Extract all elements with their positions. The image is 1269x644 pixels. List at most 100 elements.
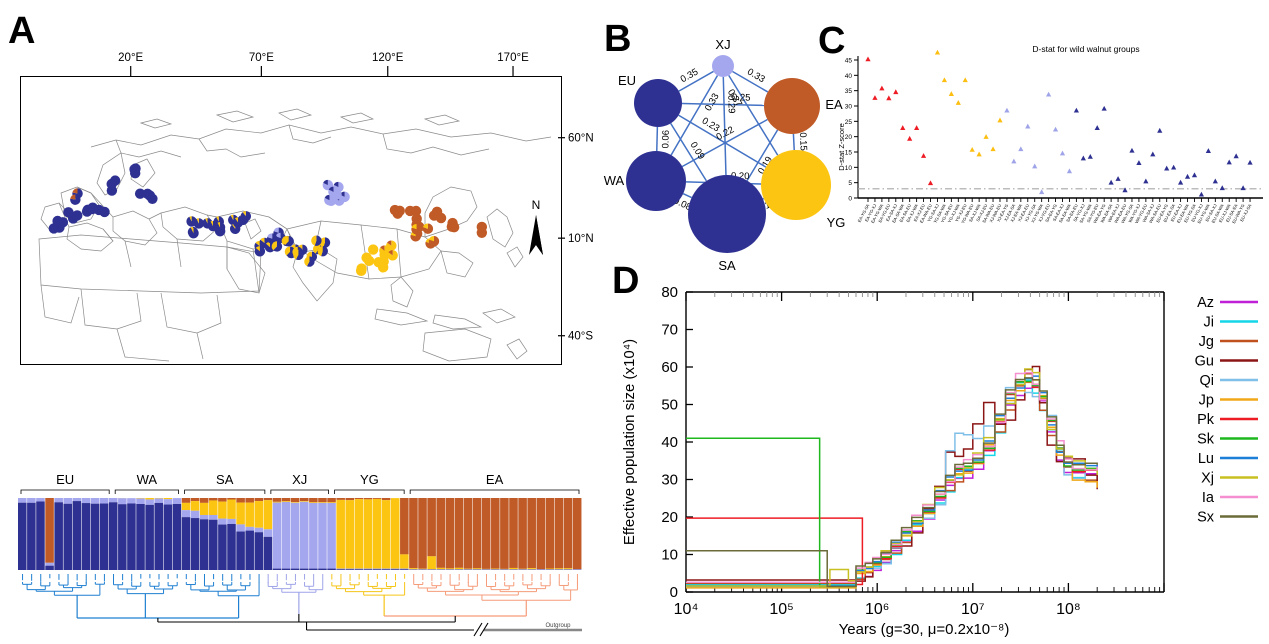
scatter-point — [1226, 159, 1232, 165]
map-canvas — [38, 108, 552, 362]
scatter-point — [1066, 168, 1073, 174]
panel-b: B 0.35 0.33 0.33 0.37 0.29 0.25 0.23 0.09 0.22 0.… — [600, 18, 846, 283]
legend-label-az: Az — [1197, 295, 1214, 311]
legend-label-qi: Qi — [1200, 373, 1215, 389]
y-tick-label: 60 — [661, 359, 678, 376]
panel-b-letter: B — [604, 18, 631, 60]
scatter-point — [955, 100, 961, 105]
x-axis-label: Years (g=30, μ=0.2x10⁻⁸) — [839, 621, 1010, 638]
network-edge — [746, 129, 779, 181]
y-tick-label: 10 — [661, 547, 678, 564]
x-tick-label: 10⁷ — [961, 601, 985, 618]
scatter-point — [900, 125, 906, 130]
map-outlines — [38, 108, 552, 362]
network-edge-label: 0.09 — [688, 140, 707, 162]
scatter-point — [1212, 178, 1218, 184]
scatter-point — [1143, 178, 1149, 184]
y-tick-label: 80 — [661, 284, 678, 301]
map-lat-tick-label: 60°N — [568, 133, 594, 145]
scatter-point — [1039, 189, 1045, 195]
scatter-point — [1198, 191, 1205, 197]
legend-label-jp: Jp — [1199, 393, 1214, 409]
structure-admixture-plot: EU WA SA XJ YG EA Outgroup — [0, 470, 600, 644]
y-tick-label: 15 — [845, 150, 853, 157]
scatter-point — [914, 125, 920, 130]
network-edge — [678, 70, 714, 92]
network-node-ea[interactable] — [764, 78, 820, 134]
scatter-point — [1094, 125, 1100, 130]
network-node-label: SA — [718, 258, 736, 273]
network-edge — [682, 192, 692, 199]
scatter-point — [1233, 153, 1239, 159]
structure-group-label: EU — [56, 472, 74, 487]
legend-label-sk: Sk — [1197, 432, 1215, 448]
network-edge — [678, 114, 767, 168]
scatter-point — [907, 135, 913, 141]
scatter-point — [1101, 105, 1107, 111]
network-edge — [681, 102, 765, 107]
scatter-point — [879, 85, 885, 91]
compass-north-label: N — [532, 198, 541, 212]
scatter-point — [1087, 154, 1093, 159]
compass-rose: N — [529, 198, 543, 255]
scatter-point — [1080, 155, 1086, 161]
network-edge — [670, 122, 708, 182]
scatter-point — [1052, 126, 1059, 132]
y-tick-label: 0 — [848, 196, 852, 203]
network-node-sa[interactable] — [688, 175, 766, 253]
phylogenetic-tree — [22, 574, 582, 637]
network-edge — [732, 70, 769, 93]
scatter-point — [1184, 173, 1191, 179]
panel-d: D 10⁴ 10⁵ 10⁶ 10⁷ 10⁸ 0 10 20 30 40 50 60 70 80 Year… — [608, 262, 1269, 644]
legend-label-ji: Ji — [1204, 315, 1214, 331]
network-node-label: YG — [827, 215, 846, 230]
scatter-point — [1219, 185, 1225, 191]
y-tick-label: 10 — [845, 165, 853, 172]
map-lat-tick-label: 40°S — [568, 331, 593, 343]
scatter-point — [990, 146, 996, 152]
map-lon-tick-label: 20°E — [118, 52, 143, 64]
legend-label-jg: Jg — [1199, 334, 1214, 350]
y-tick-label: 30 — [661, 472, 678, 489]
structure-canvas: EU WA SA XJ YG EA Outgroup — [18, 472, 582, 637]
scatter-point — [941, 77, 948, 83]
y-tick-label: 30 — [845, 104, 853, 111]
y-axis-label: D-stat Z-score — [837, 123, 846, 171]
y-tick-label: 40 — [661, 434, 678, 451]
network-node-yg[interactable] — [761, 150, 831, 220]
x-tick-label: 10⁸ — [1056, 601, 1081, 618]
scatter-point — [927, 180, 934, 186]
y-tick-label: 70 — [661, 322, 678, 339]
map-lon-axis: 20°E 70°E 120°E 170°E — [20, 48, 560, 76]
scatter-point — [997, 117, 1003, 123]
network-node-label: EU — [618, 73, 636, 88]
network-node-label: WA — [604, 173, 625, 188]
scatter-point — [1205, 148, 1211, 153]
map-lat-tick-label: 10°N — [568, 233, 594, 245]
chart-x-tick-labels: EA-YG-SAEA-YG-XJEA-YG-WAEA-YG-EUEA-SA-XJ… — [857, 203, 1253, 224]
outgroup-label: Outgroup — [545, 623, 571, 629]
legend-label-gu: Gu — [1195, 354, 1214, 370]
legend-label-lu: Lu — [1198, 451, 1214, 467]
network-edge — [722, 76, 727, 176]
chart-x-tick-labels: 10⁴ 10⁵ 10⁶ 10⁷ 10⁸ — [674, 601, 1081, 618]
scatter-point — [948, 91, 954, 96]
scatter-point — [1059, 150, 1066, 156]
chart-title: D-stat for wild walnut groups — [1032, 44, 1139, 54]
network-node-eu[interactable] — [634, 79, 682, 127]
y-axis-label: Effective population size (x10⁴) — [621, 339, 638, 545]
scatter-point — [872, 95, 878, 100]
network-edge — [681, 118, 768, 168]
network-edge-label: 0.35 — [679, 67, 701, 86]
network-node-label: XJ — [715, 37, 730, 52]
scatter-point — [1164, 165, 1170, 171]
y-tick-label: 50 — [661, 397, 678, 414]
legend-label-pk: Pk — [1197, 412, 1215, 428]
network-edge — [670, 75, 719, 156]
scatter-point — [976, 151, 982, 157]
network-node-wa[interactable] — [626, 151, 686, 211]
scatter-point — [1177, 179, 1184, 185]
y-tick-label: 35 — [845, 88, 853, 95]
network-node-xj[interactable] — [712, 55, 734, 77]
legend-label-ia: Ia — [1202, 490, 1215, 506]
